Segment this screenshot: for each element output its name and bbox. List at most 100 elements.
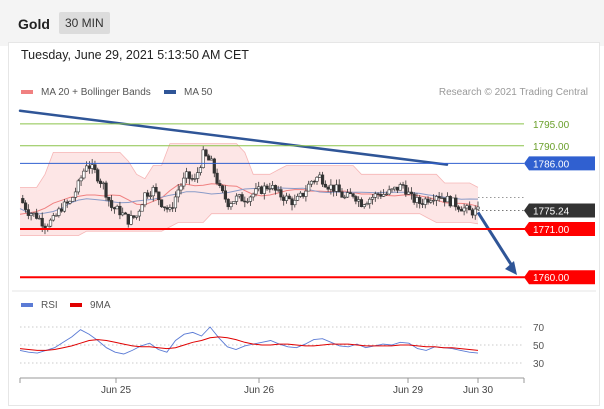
candle-up	[237, 194, 241, 197]
candle-down	[223, 190, 228, 200]
candle-down	[459, 209, 463, 212]
x-tick-label-1: Jun 26	[244, 385, 274, 396]
candle-up	[79, 177, 83, 182]
candle-down	[190, 178, 194, 180]
candle-up	[137, 210, 141, 217]
candle-down	[273, 185, 277, 191]
candle-down	[207, 155, 211, 161]
candle-down	[340, 191, 344, 198]
candle-up	[121, 212, 125, 216]
candle-down	[468, 205, 472, 211]
x-tick-label-0: Jun 25	[101, 385, 131, 396]
timeframe-badge[interactable]: 30 MIN	[59, 12, 110, 34]
legend-label-rsi: RSI	[41, 300, 58, 311]
candle-up	[476, 206, 480, 210]
candle-up	[362, 204, 366, 208]
candle-up	[73, 191, 78, 198]
candle-up	[298, 192, 302, 197]
legend-swatch-9ma	[70, 303, 82, 307]
candle-up	[431, 199, 436, 202]
candle-up	[182, 177, 186, 187]
rsi-plot: 70 50 30	[19, 323, 545, 370]
candle-up	[370, 197, 375, 200]
candle-down	[420, 203, 425, 205]
candle-down	[171, 207, 175, 209]
candle-up	[246, 201, 250, 203]
candle-up	[368, 198, 372, 204]
candle-down	[395, 186, 400, 191]
candle-down	[60, 208, 64, 212]
candle-down	[87, 165, 91, 169]
legend-label-9ma: 9MA	[90, 300, 111, 311]
candle-down	[157, 191, 161, 201]
candle-up	[32, 212, 36, 215]
candle-down	[326, 186, 330, 190]
candle-up	[309, 180, 314, 185]
rsi-tick-70: 70	[533, 323, 545, 334]
candle-up	[134, 215, 139, 218]
candle-down	[454, 197, 458, 208]
candle-up	[229, 203, 233, 208]
candle-up	[429, 200, 433, 203]
candle-up	[262, 185, 266, 194]
candle-up	[251, 193, 255, 198]
candle-up	[345, 192, 350, 198]
candle-down	[401, 184, 405, 186]
candle-up	[390, 188, 394, 191]
candle-down	[348, 192, 352, 195]
candle-down	[243, 200, 247, 203]
candle-down	[287, 195, 291, 200]
candle-down	[312, 180, 316, 183]
main-plot	[18, 109, 517, 276]
candle-down	[104, 182, 108, 198]
candle-up	[140, 204, 144, 212]
candle-up	[415, 197, 419, 203]
level-label-1795.00: 1795.00	[533, 120, 570, 131]
candle-down	[146, 192, 150, 197]
candle-up	[196, 172, 200, 179]
candle-up	[76, 180, 80, 193]
candle-down	[165, 207, 169, 210]
candle-down	[443, 197, 447, 203]
candle-up	[168, 207, 172, 210]
candle-down	[23, 202, 28, 210]
candle-up	[29, 213, 33, 216]
candle-down	[204, 149, 208, 157]
candle-up	[307, 183, 311, 192]
candle-up	[57, 208, 61, 216]
candle-down	[221, 185, 225, 192]
copyright-text: Research © 2021 Trading Central	[439, 87, 588, 98]
candle-up	[37, 217, 42, 220]
candle-up	[365, 203, 369, 206]
candle-up	[315, 176, 319, 182]
candle-up	[357, 199, 361, 202]
candle-up	[173, 196, 178, 209]
candle-up	[451, 197, 455, 207]
candle-up	[393, 186, 397, 190]
candle-down	[187, 171, 191, 179]
candle-down	[337, 184, 341, 193]
legend-swatch-ma50	[164, 90, 176, 94]
candle-down	[107, 196, 111, 201]
ma50-line	[19, 187, 479, 215]
forecast-arrow-shaft	[476, 211, 516, 270]
candle-up	[334, 184, 339, 192]
legend-swatch-ma20	[21, 90, 33, 94]
candle-up	[257, 186, 261, 190]
candle-up	[295, 196, 300, 201]
candle-up	[209, 158, 214, 161]
candle-down	[159, 199, 164, 208]
candle-down	[412, 193, 416, 203]
candle-down	[154, 187, 158, 193]
candle-up	[304, 190, 308, 197]
candle-down	[112, 207, 116, 210]
candle-down	[456, 206, 461, 210]
level-label-1775.24: 1775.24	[533, 206, 570, 217]
candle-up	[54, 215, 58, 217]
candle-down	[110, 200, 114, 208]
candle-down	[320, 174, 325, 185]
candle-down	[259, 186, 264, 194]
legend-swatch-rsi	[21, 303, 33, 307]
